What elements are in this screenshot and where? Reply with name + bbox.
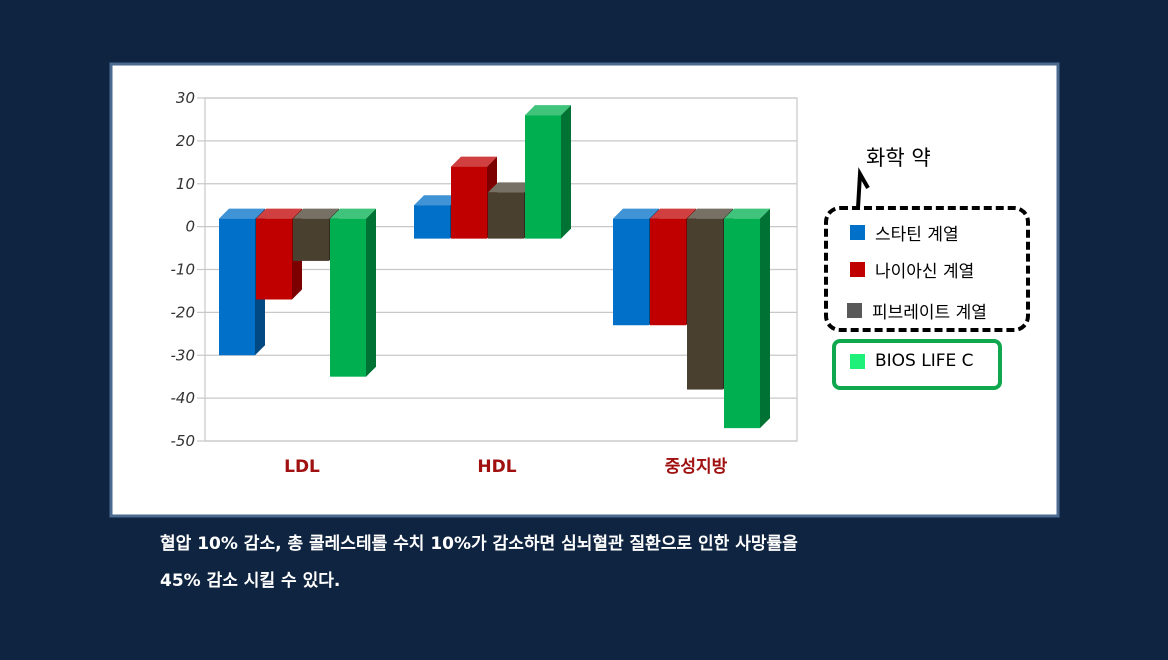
y-tick-label: 20 [176, 132, 195, 150]
category-label: HDL [477, 457, 516, 477]
category-label: LDL [284, 457, 320, 477]
y-tick-label: 30 [176, 89, 195, 107]
y-tick-label: 0 [185, 218, 195, 236]
category-label: 중성지방 [665, 457, 728, 477]
legend-swatch-bios-life [850, 353, 865, 369]
bar-2-3 [724, 208, 770, 429]
legend-item-niacin: 나이아신 계열 [850, 257, 974, 282]
y-tick-label: -40 [171, 389, 196, 407]
bar-0-3 [330, 208, 376, 377]
legend-bios-life: BIOS LIFE C [832, 339, 1002, 390]
legend-label-bios-life: BIOS LIFE C [875, 351, 974, 371]
x-axis-categories: LDL HDL 중성지방 [284, 457, 728, 477]
legend-title: 화학 약 [866, 146, 931, 170]
caption: 혈압 10% 감소, 총 콜레스테롤 수치 10%가 감소하면 심뇌혈관 질환으… [160, 526, 1060, 600]
legend-swatch-fibrate [847, 303, 862, 318]
legend-swatch-niacin [850, 262, 865, 277]
legend-callout-pointer [856, 167, 870, 209]
legend-item-bios-life: BIOS LIFE C [850, 351, 974, 371]
y-tick-label: -10 [171, 261, 196, 279]
bar-1-3 [525, 105, 571, 239]
caption-line-2: 45% 감소 시킬 수 있다. [160, 571, 341, 591]
y-tick-label: -30 [171, 346, 196, 364]
legend-item-statin: 스타틴 계열 [850, 220, 959, 245]
y-axis-ticks: 30 20 10 0 -10 -20 -30 -40 -50 [171, 89, 196, 450]
y-tick-label: -50 [171, 432, 196, 450]
legend-swatch-statin [850, 225, 865, 240]
bars [219, 105, 770, 429]
legend-label-statin: 스타틴 계열 [875, 225, 959, 245]
legend-chemical-drugs: 스타틴 계열 나이아신 계열 피브레이트 계열 [824, 206, 1030, 332]
legend-item-fibrate: 피브레이트 계열 [847, 298, 987, 323]
y-tick-label: -20 [171, 303, 196, 321]
legend-label-niacin: 나이아신 계열 [875, 262, 975, 282]
legend-label-fibrate: 피브레이트 계열 [872, 303, 987, 323]
y-tick-label: 10 [176, 175, 195, 193]
caption-line-1: 혈압 10% 감소, 총 콜레스테롤 수치 10%가 감소하면 심뇌혈관 질환으… [160, 534, 798, 554]
